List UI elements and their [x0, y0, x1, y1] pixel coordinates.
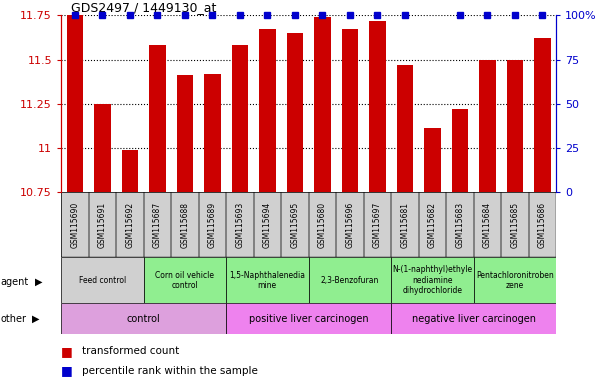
Text: ■: ■ — [61, 364, 73, 377]
Text: other: other — [1, 314, 27, 324]
Bar — [501, 192, 529, 257]
Text: GSM115682: GSM115682 — [428, 202, 437, 248]
Bar — [61, 257, 144, 303]
Text: GSM115697: GSM115697 — [373, 202, 382, 248]
Text: GSM115686: GSM115686 — [538, 202, 547, 248]
Text: GSM115690: GSM115690 — [70, 202, 79, 248]
Text: Pentachloronitroben
zene: Pentachloronitroben zene — [476, 271, 554, 290]
Text: GSM115693: GSM115693 — [235, 202, 244, 248]
Bar — [309, 192, 336, 257]
Bar — [446, 192, 474, 257]
Text: Feed control: Feed control — [79, 276, 126, 285]
Text: GSM115683: GSM115683 — [455, 202, 464, 248]
Text: Corn oil vehicle
control: Corn oil vehicle control — [155, 271, 214, 290]
Bar — [369, 21, 386, 192]
Bar — [424, 128, 441, 192]
Bar — [232, 45, 248, 192]
Bar — [94, 104, 111, 192]
Text: transformed count: transformed count — [82, 346, 180, 356]
Bar — [391, 192, 419, 257]
Bar — [199, 192, 226, 257]
Bar — [397, 65, 413, 192]
Bar — [287, 33, 303, 192]
Text: ▶: ▶ — [32, 314, 39, 324]
Text: GSM115680: GSM115680 — [318, 202, 327, 248]
Bar — [391, 303, 556, 334]
Bar — [507, 60, 523, 192]
Bar — [67, 15, 83, 192]
Bar — [149, 45, 166, 192]
Text: positive liver carcinogen: positive liver carcinogen — [249, 314, 368, 324]
Bar — [419, 192, 446, 257]
Text: N-(1-naphthyl)ethyle
nediamine
dihydrochloride: N-(1-naphthyl)ethyle nediamine dihydroch… — [392, 265, 472, 295]
Text: control: control — [126, 314, 161, 324]
Bar — [171, 192, 199, 257]
Text: GDS2497 / 1449130_at: GDS2497 / 1449130_at — [71, 1, 216, 14]
Text: 1,5-Naphthalenedia
mine: 1,5-Naphthalenedia mine — [229, 271, 306, 290]
Bar — [314, 17, 331, 192]
Bar — [479, 60, 496, 192]
Text: GSM115695: GSM115695 — [290, 202, 299, 248]
Text: agent: agent — [1, 277, 29, 287]
Text: GSM115694: GSM115694 — [263, 202, 272, 248]
Bar — [89, 192, 116, 257]
Bar — [61, 192, 89, 257]
Bar — [336, 192, 364, 257]
Text: GSM115688: GSM115688 — [180, 202, 189, 248]
Bar — [281, 192, 309, 257]
Text: negative liver carcinogen: negative liver carcinogen — [412, 314, 535, 324]
Bar — [144, 257, 226, 303]
Text: ■: ■ — [61, 345, 73, 358]
Bar — [474, 257, 556, 303]
Bar — [342, 30, 358, 192]
Bar — [391, 257, 474, 303]
Bar — [364, 192, 391, 257]
Text: 2,3-Benzofuran: 2,3-Benzofuran — [321, 276, 379, 285]
Bar — [226, 257, 309, 303]
Bar — [226, 192, 254, 257]
Bar — [534, 38, 551, 192]
Text: GSM115681: GSM115681 — [400, 202, 409, 248]
Text: GSM115692: GSM115692 — [125, 202, 134, 248]
Bar — [61, 303, 226, 334]
Bar — [254, 192, 281, 257]
Bar — [309, 257, 391, 303]
Text: GSM115689: GSM115689 — [208, 202, 217, 248]
Text: percentile rank within the sample: percentile rank within the sample — [82, 366, 258, 376]
Bar — [226, 303, 391, 334]
Bar — [122, 150, 138, 192]
Text: GSM115691: GSM115691 — [98, 202, 107, 248]
Bar — [177, 75, 193, 192]
Bar — [529, 192, 556, 257]
Bar — [204, 74, 221, 192]
Text: GSM115684: GSM115684 — [483, 202, 492, 248]
Bar — [452, 109, 468, 192]
Text: GSM115687: GSM115687 — [153, 202, 162, 248]
Bar — [144, 192, 171, 257]
Text: ▶: ▶ — [35, 277, 43, 287]
Bar — [474, 192, 501, 257]
Text: GSM115685: GSM115685 — [510, 202, 519, 248]
Bar — [116, 192, 144, 257]
Bar — [259, 30, 276, 192]
Text: GSM115696: GSM115696 — [345, 202, 354, 248]
